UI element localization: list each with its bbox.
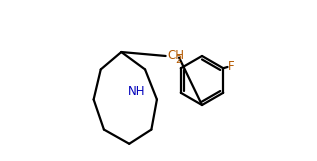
Text: CH: CH bbox=[167, 49, 184, 62]
Text: NH: NH bbox=[128, 85, 145, 98]
Text: F: F bbox=[228, 61, 235, 73]
Text: 2: 2 bbox=[175, 55, 182, 65]
